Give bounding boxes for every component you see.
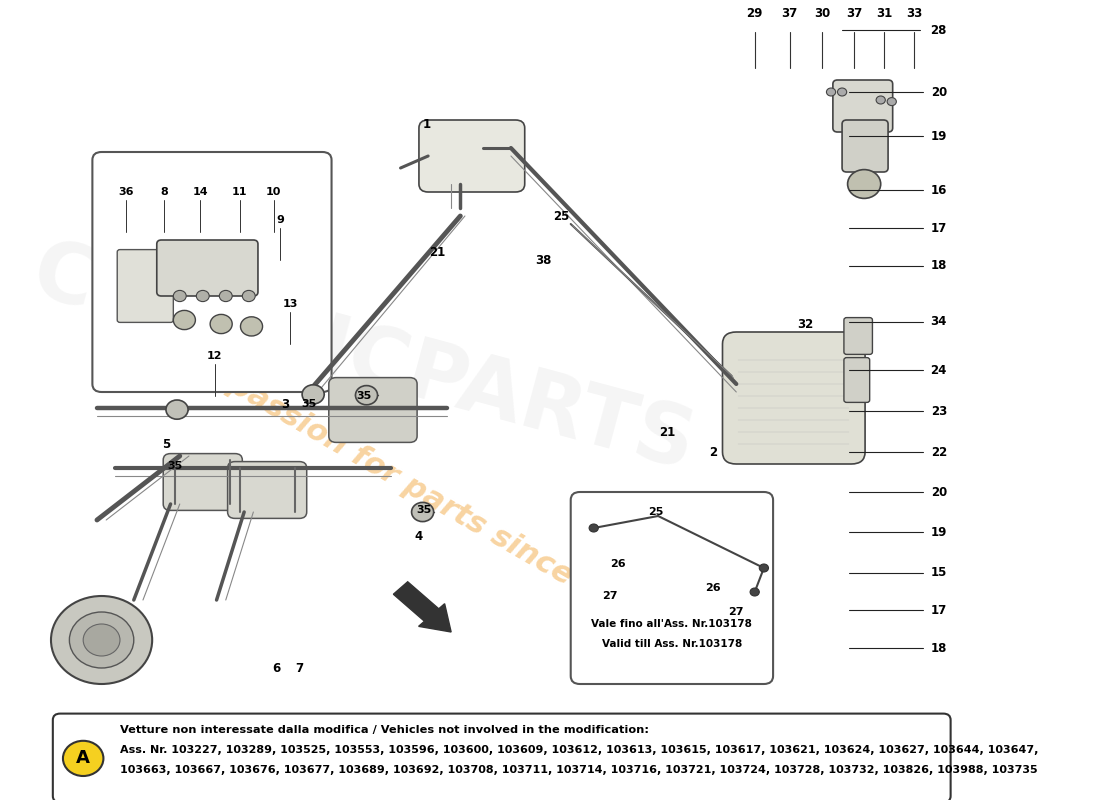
Text: 12: 12 <box>207 351 222 361</box>
Text: 38: 38 <box>535 254 551 266</box>
Text: 17: 17 <box>931 604 947 617</box>
Circle shape <box>590 524 598 532</box>
Text: a passion for parts since 1985: a passion for parts since 1985 <box>196 354 660 638</box>
Text: 21: 21 <box>659 426 675 438</box>
Text: 35: 35 <box>416 505 431 514</box>
Circle shape <box>174 290 186 302</box>
FancyBboxPatch shape <box>571 492 773 684</box>
Text: 4: 4 <box>415 530 424 542</box>
FancyArrow shape <box>394 582 451 632</box>
Circle shape <box>174 310 196 330</box>
Text: 26: 26 <box>705 583 722 593</box>
Text: 35: 35 <box>301 399 316 409</box>
Text: 21: 21 <box>429 246 446 258</box>
FancyBboxPatch shape <box>163 454 242 510</box>
Text: CLASSICPARTS: CLASSICPARTS <box>23 233 704 487</box>
FancyBboxPatch shape <box>157 240 258 296</box>
Circle shape <box>210 314 232 334</box>
Text: 16: 16 <box>931 184 947 197</box>
FancyBboxPatch shape <box>228 462 307 518</box>
Text: 10: 10 <box>266 187 282 197</box>
Text: 35: 35 <box>356 391 372 401</box>
Circle shape <box>759 564 769 572</box>
Circle shape <box>888 98 896 106</box>
Text: 37: 37 <box>846 7 862 20</box>
Text: Ass. Nr. 103227, 103289, 103525, 103553, 103596, 103600, 103609, 103612, 103613,: Ass. Nr. 103227, 103289, 103525, 103553,… <box>120 745 1038 754</box>
Text: Vale fino all'Ass. Nr.103178: Vale fino all'Ass. Nr.103178 <box>592 619 752 629</box>
Text: 13: 13 <box>283 299 298 309</box>
Circle shape <box>750 588 759 596</box>
Text: Valid till Ass. Nr.103178: Valid till Ass. Nr.103178 <box>602 639 742 649</box>
Text: 1: 1 <box>422 118 430 130</box>
Circle shape <box>242 290 255 302</box>
FancyBboxPatch shape <box>329 378 417 442</box>
Circle shape <box>411 502 433 522</box>
Circle shape <box>219 290 232 302</box>
Text: 20: 20 <box>931 86 947 98</box>
Text: 25: 25 <box>553 210 570 222</box>
Text: 35: 35 <box>167 461 183 470</box>
Text: 36: 36 <box>119 187 134 197</box>
Text: 2: 2 <box>710 446 717 458</box>
FancyBboxPatch shape <box>723 332 865 464</box>
FancyBboxPatch shape <box>92 152 331 392</box>
Text: 27: 27 <box>728 607 744 617</box>
Text: 26: 26 <box>609 559 626 569</box>
Text: 18: 18 <box>931 642 947 654</box>
FancyBboxPatch shape <box>843 120 888 172</box>
Circle shape <box>302 385 324 404</box>
Circle shape <box>84 624 120 656</box>
Circle shape <box>848 170 881 198</box>
Text: 27: 27 <box>603 591 618 601</box>
Text: 15: 15 <box>931 566 947 579</box>
FancyBboxPatch shape <box>118 250 174 322</box>
Text: 14: 14 <box>192 187 208 197</box>
Text: 29: 29 <box>747 7 763 20</box>
Circle shape <box>166 400 188 419</box>
Circle shape <box>69 612 134 668</box>
FancyBboxPatch shape <box>833 80 893 132</box>
FancyBboxPatch shape <box>844 358 870 402</box>
Circle shape <box>876 96 886 104</box>
Circle shape <box>63 741 103 776</box>
Text: 32: 32 <box>798 318 813 330</box>
Text: 37: 37 <box>781 7 798 20</box>
Text: 31: 31 <box>877 7 892 20</box>
Text: 23: 23 <box>931 405 947 418</box>
Text: 8: 8 <box>161 187 168 197</box>
Circle shape <box>837 88 847 96</box>
FancyBboxPatch shape <box>53 714 950 800</box>
Text: 3: 3 <box>282 398 289 410</box>
Circle shape <box>196 290 209 302</box>
Text: Vetture non interessate dalla modifica / Vehicles not involved in the modificati: Vetture non interessate dalla modifica /… <box>120 725 649 734</box>
Text: 6: 6 <box>272 662 280 674</box>
Circle shape <box>826 88 836 96</box>
Text: 30: 30 <box>814 7 830 20</box>
Text: 25: 25 <box>649 507 664 517</box>
Text: 19: 19 <box>931 130 947 142</box>
Text: 33: 33 <box>905 7 922 20</box>
Circle shape <box>241 317 263 336</box>
Circle shape <box>51 596 152 684</box>
Text: 34: 34 <box>931 315 947 328</box>
Text: 11: 11 <box>232 187 248 197</box>
FancyBboxPatch shape <box>419 120 525 192</box>
Text: 18: 18 <box>931 259 947 272</box>
Text: 17: 17 <box>931 222 947 234</box>
Text: 19: 19 <box>931 526 947 538</box>
Circle shape <box>355 386 377 405</box>
Text: 5: 5 <box>162 438 170 450</box>
Text: 24: 24 <box>931 364 947 377</box>
Text: A: A <box>76 750 90 767</box>
Text: 103663, 103667, 103676, 103677, 103689, 103692, 103708, 103711, 103714, 103716, : 103663, 103667, 103676, 103677, 103689, … <box>120 765 1037 774</box>
Text: 9: 9 <box>276 215 284 225</box>
Text: 28: 28 <box>931 24 947 37</box>
Text: 7: 7 <box>295 662 304 674</box>
Text: 22: 22 <box>931 446 947 458</box>
FancyBboxPatch shape <box>844 318 872 354</box>
Text: 20: 20 <box>931 486 947 498</box>
